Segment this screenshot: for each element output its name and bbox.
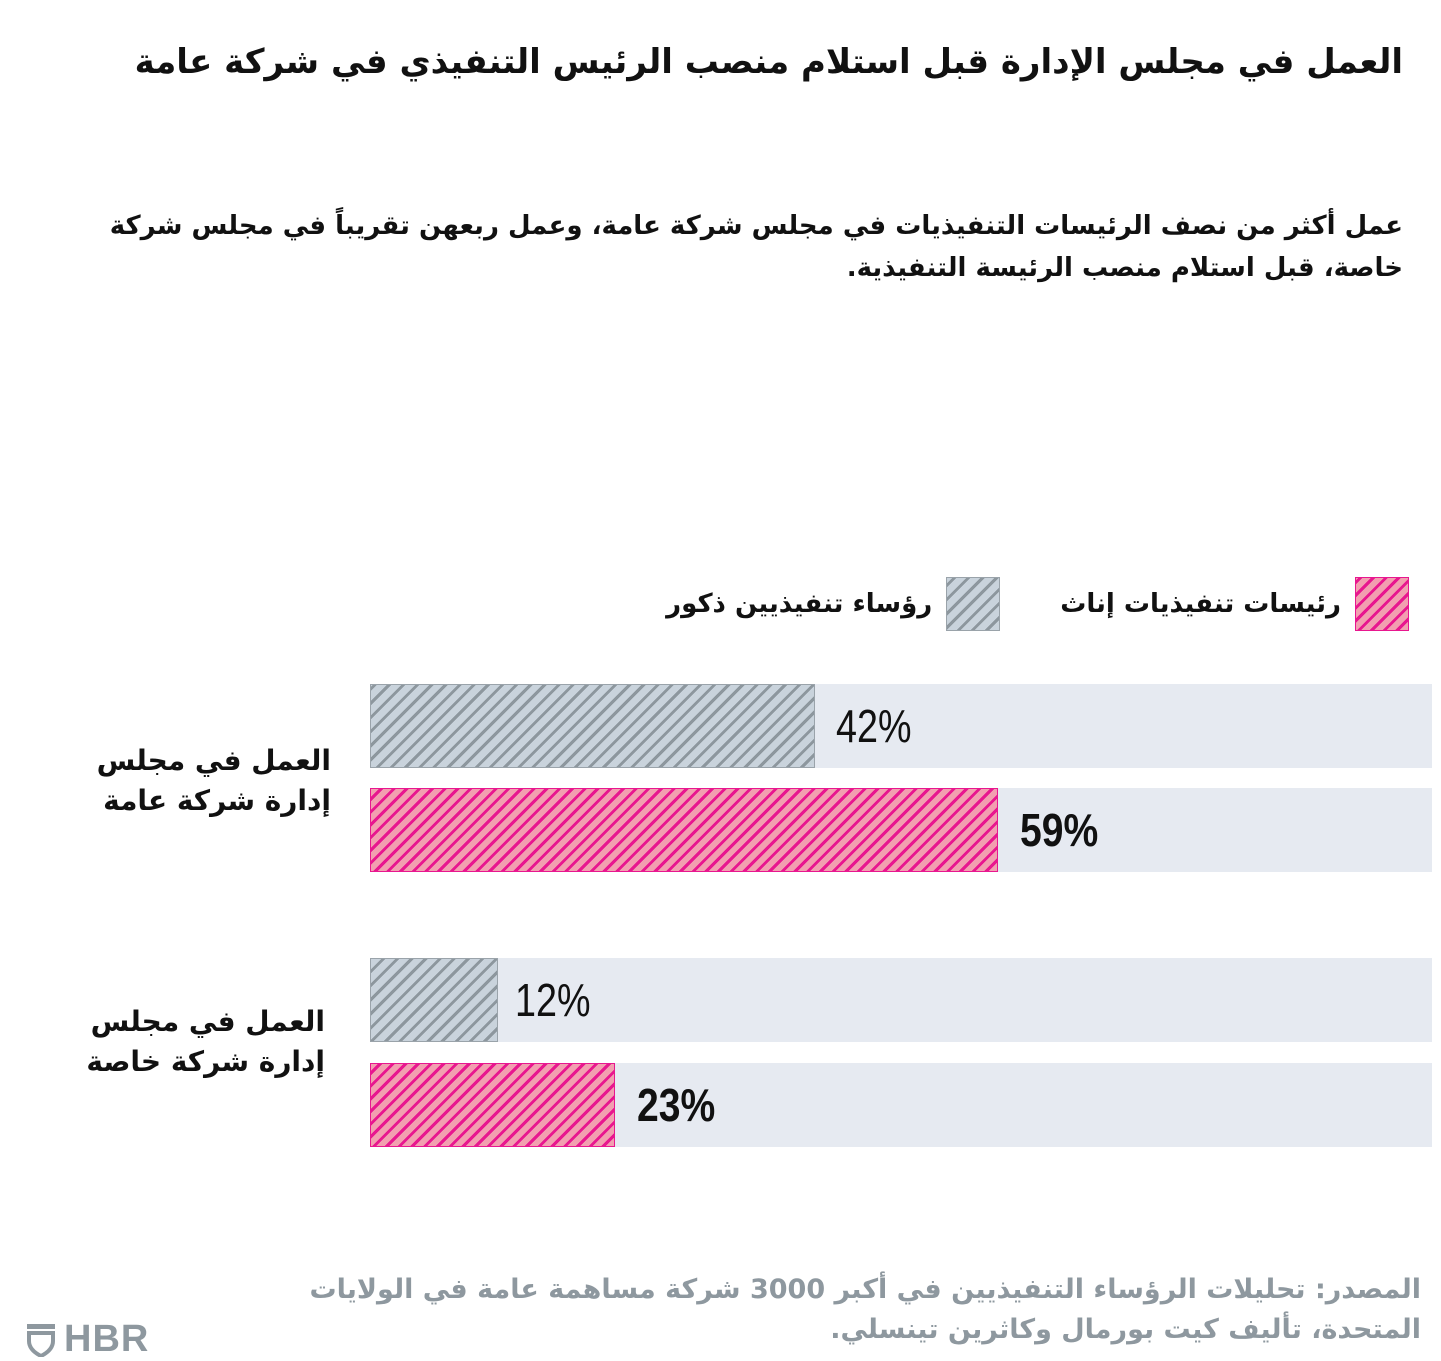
bar-private-male: [370, 958, 498, 1042]
hbr-logo: HBR: [26, 1318, 149, 1361]
legend-item-male: رؤساء تنفيذيين ذكور: [666, 577, 1001, 631]
chart-subtitle: عمل أكثر من نصف الرئيسات التنفيذيات في م…: [109, 211, 1403, 283]
value-public-female: 59%: [1020, 804, 1099, 856]
bar-track-public-female: 59%: [370, 788, 1432, 872]
hbr-logo-text: HBR: [64, 1318, 150, 1360]
category-label-private: العمل في مجلس إدارة شركة خاصة: [86, 1005, 325, 1078]
legend-swatch-female-icon: [1355, 577, 1409, 631]
category-label-public: العمل في مجلس إدارة شركة عامة: [96, 744, 331, 817]
bar-track-private-male: 12%: [370, 958, 1432, 1042]
hbr-shield-icon: [27, 1323, 55, 1357]
bar-public-female: [370, 788, 998, 872]
value-private-male: 12%: [515, 974, 591, 1026]
bar-track-public-male: 42%: [370, 684, 1432, 768]
legend-item-female: رئيسات تنفيذيات إناث: [1060, 577, 1409, 631]
legend-label-female: رئيسات تنفيذيات إناث: [1060, 589, 1341, 619]
value-public-male: 42%: [836, 700, 912, 752]
bar-track-private-female: 23%: [370, 1063, 1432, 1147]
value-private-female: 23%: [637, 1079, 716, 1131]
legend-label-male: رؤساء تنفيذيين ذكور: [666, 589, 933, 619]
bar-private-female: [370, 1063, 615, 1147]
source-note: المصدر: تحليلات الرؤساء التنفيذيين في أك…: [309, 1274, 1422, 1345]
bar-public-male: [370, 684, 815, 768]
legend-swatch-male-icon: [946, 577, 1001, 631]
chart-title: العمل في مجلس الإدارة قبل استلام منصب ال…: [134, 42, 1403, 82]
legend: رئيسات تنفيذيات إناث رؤساء تنفيذيين ذكور: [666, 576, 1409, 632]
